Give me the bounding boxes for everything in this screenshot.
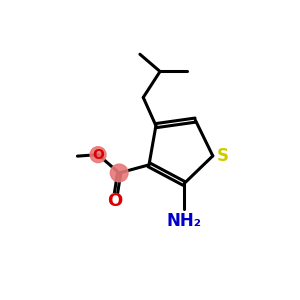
Text: NH₂: NH₂ (167, 212, 202, 230)
Text: O: O (107, 192, 122, 210)
Circle shape (90, 147, 106, 163)
Circle shape (107, 194, 122, 208)
Circle shape (110, 164, 128, 182)
Text: S: S (217, 147, 229, 165)
Text: O: O (92, 148, 104, 162)
